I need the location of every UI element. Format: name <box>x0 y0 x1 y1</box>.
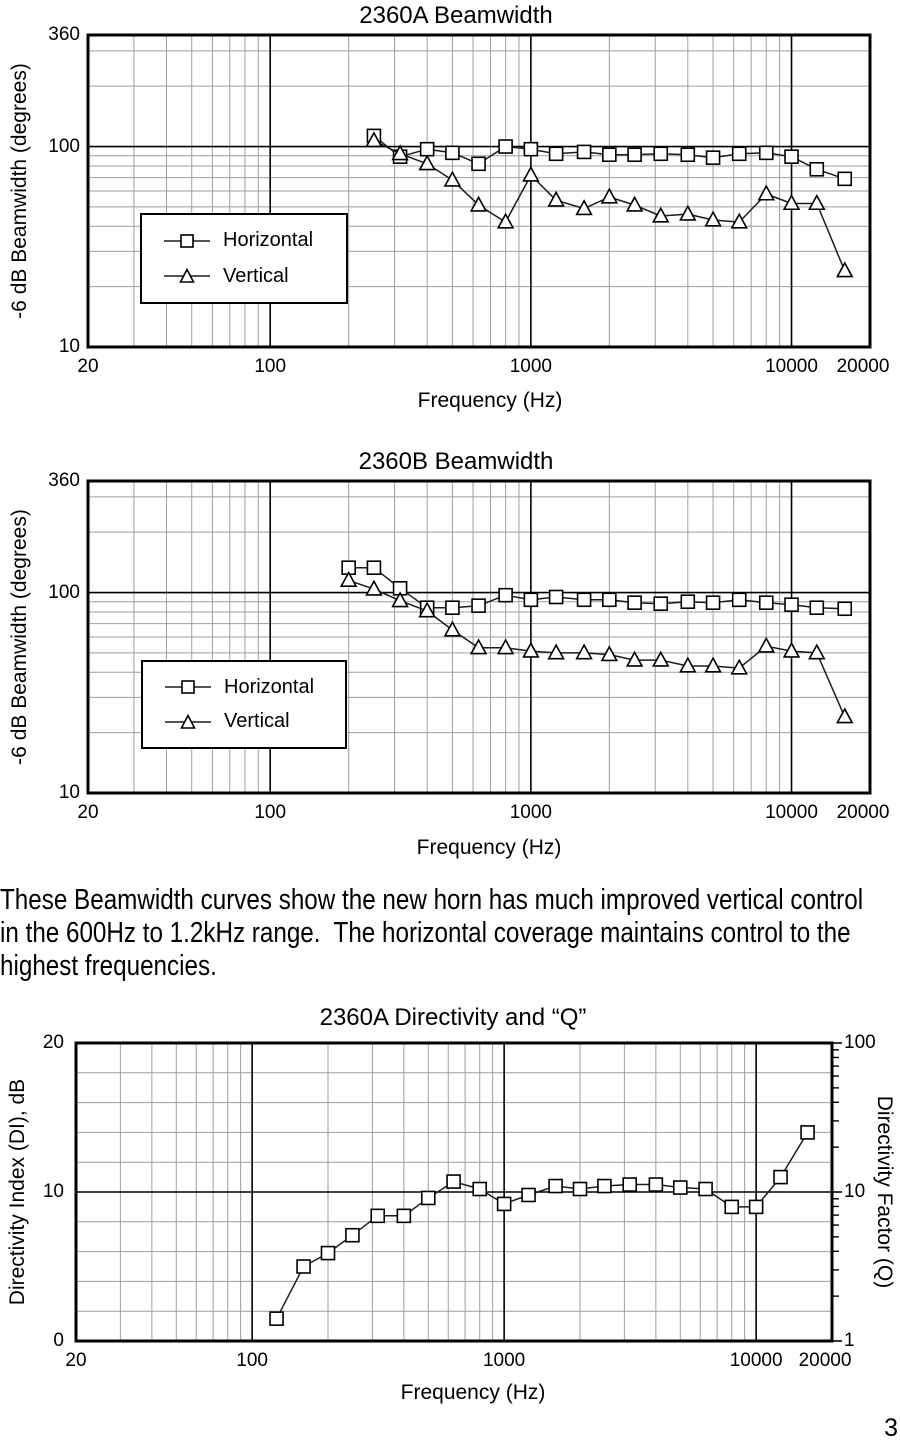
x-axis-label-beamwidth-a: Frequency (Hz) <box>417 389 563 412</box>
x-tick-label: 100 <box>236 1350 268 1371</box>
legend-item-vertical: Vertical <box>165 710 345 733</box>
legend-label-vertical: Vertical <box>223 264 289 287</box>
right-y-tick-label: 1 <box>844 1330 855 1351</box>
x-tick-label: 100 <box>254 356 287 377</box>
series-vertical <box>365 131 854 278</box>
legend-label-horizontal: Horizontal <box>223 229 314 252</box>
legend-item-horizontal: Horizontal <box>165 676 345 699</box>
y-tick-label: 100 <box>48 135 80 157</box>
paragraph-line: in the 600Hz to 1.2kHz range. The horizo… <box>0 917 851 949</box>
plot-area-2360a-directivity <box>74 1041 842 1343</box>
y-tick-label: 360 <box>48 470 80 491</box>
x-tick-label: 10000 <box>765 802 818 823</box>
gridlines <box>88 35 870 347</box>
paragraph-line: These Beamwidth curves show the new horn… <box>0 884 864 916</box>
y-axis-label-beamwidth-b: -6 dB Beamwidth (degrees) <box>8 509 31 765</box>
chart-title-2360a-beamwidth: 2360A Beamwidth <box>359 2 553 29</box>
x-tick-label: 20000 <box>836 356 890 377</box>
legend-label-vertical: Vertical <box>224 710 290 733</box>
x-tick-label: 20000 <box>836 802 890 823</box>
x-tick-label: 20 <box>65 1350 87 1371</box>
body-paragraph: These Beamwidth curves show the new horn… <box>0 884 900 983</box>
x-tick-label: 20 <box>77 802 99 823</box>
y-tick-label: 0 <box>53 1330 64 1351</box>
x-tick-label: 20 <box>77 356 99 377</box>
major-gridlines <box>76 1043 832 1341</box>
y-tick-label: 10 <box>42 1181 64 1202</box>
plot-area-2360b-beamwidth <box>86 479 872 795</box>
y-tick-label: 10 <box>58 336 80 357</box>
x-tick-label: 1000 <box>509 802 552 823</box>
y-axis-label-beamwidth-a: -6 dB Beamwidth (degrees) <box>8 63 31 319</box>
series-vertical <box>339 570 854 724</box>
chart-title-2360a-directivity: 2360A Directivity and “Q” <box>319 1004 587 1031</box>
y-tick-label: 360 <box>48 24 80 45</box>
y-tick-label: 20 <box>42 1032 64 1053</box>
gridlines <box>76 1043 832 1341</box>
right-y-tick-label: 100 <box>844 1032 876 1053</box>
series-horizontal <box>366 128 853 187</box>
x-tick-label: 20000 <box>798 1350 852 1371</box>
x-tick-label: 1000 <box>509 356 552 377</box>
legend-item-vertical: Vertical <box>164 265 346 288</box>
right-y-tick-label: 10 <box>844 1181 866 1202</box>
x-axis-label-directivity: Frequency (Hz) <box>400 1381 546 1404</box>
square-marker-icon <box>164 234 210 248</box>
x-tick-label: 1000 <box>482 1350 526 1371</box>
y-tick-label: 10 <box>58 782 80 803</box>
x-tick-label: 10000 <box>729 1350 783 1371</box>
square-marker-icon <box>165 680 211 694</box>
legend-label-horizontal: Horizontal <box>224 675 315 698</box>
triangle-marker-icon <box>164 267 210 283</box>
y-tick-label: 100 <box>48 581 80 603</box>
x-axis-label-beamwidth-b: Frequency (Hz) <box>416 836 562 859</box>
series-directivity-index-di- <box>269 1125 815 1326</box>
page-number: 3 <box>884 1414 898 1442</box>
chart-title-2360b-beamwidth: 2360B Beamwidth <box>358 448 554 475</box>
paragraph-line: highest frequencies. <box>0 950 217 982</box>
triangle-marker-icon <box>165 713 211 729</box>
legend-beamwidth-b: Horizontal Vertical <box>141 660 347 749</box>
legend-item-horizontal: Horizontal <box>164 229 346 252</box>
plot-area-2360a-beamwidth <box>86 33 872 349</box>
x-tick-label: 100 <box>254 802 287 823</box>
x-tick-label: 10000 <box>765 356 818 377</box>
legend-beamwidth-a: Horizontal Vertical <box>140 213 348 304</box>
